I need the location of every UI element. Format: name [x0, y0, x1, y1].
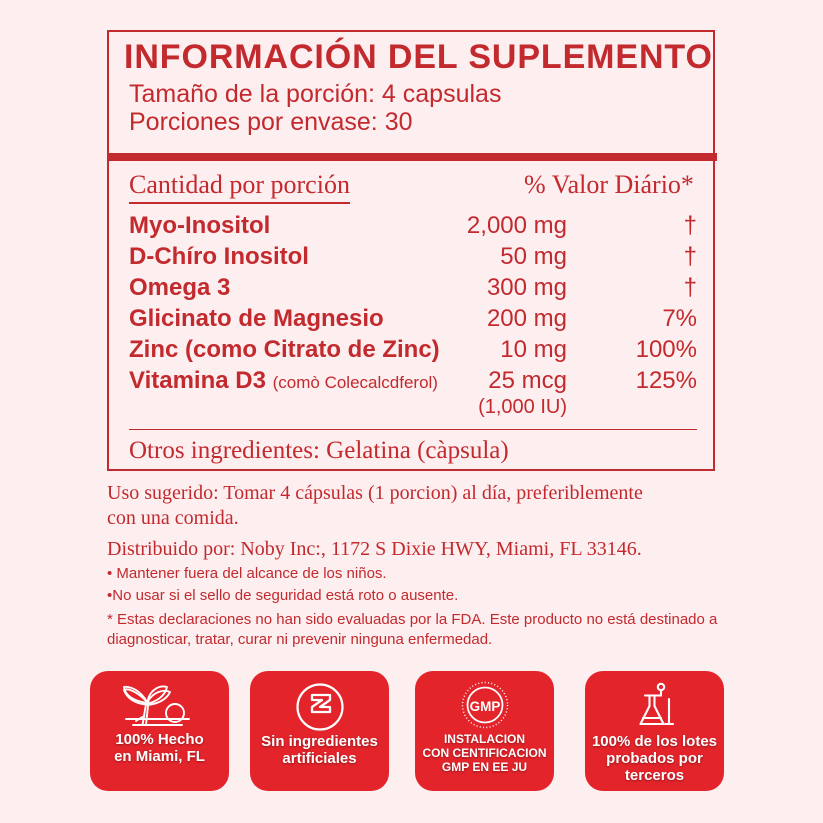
svg-text:GMP: GMP: [469, 699, 500, 714]
